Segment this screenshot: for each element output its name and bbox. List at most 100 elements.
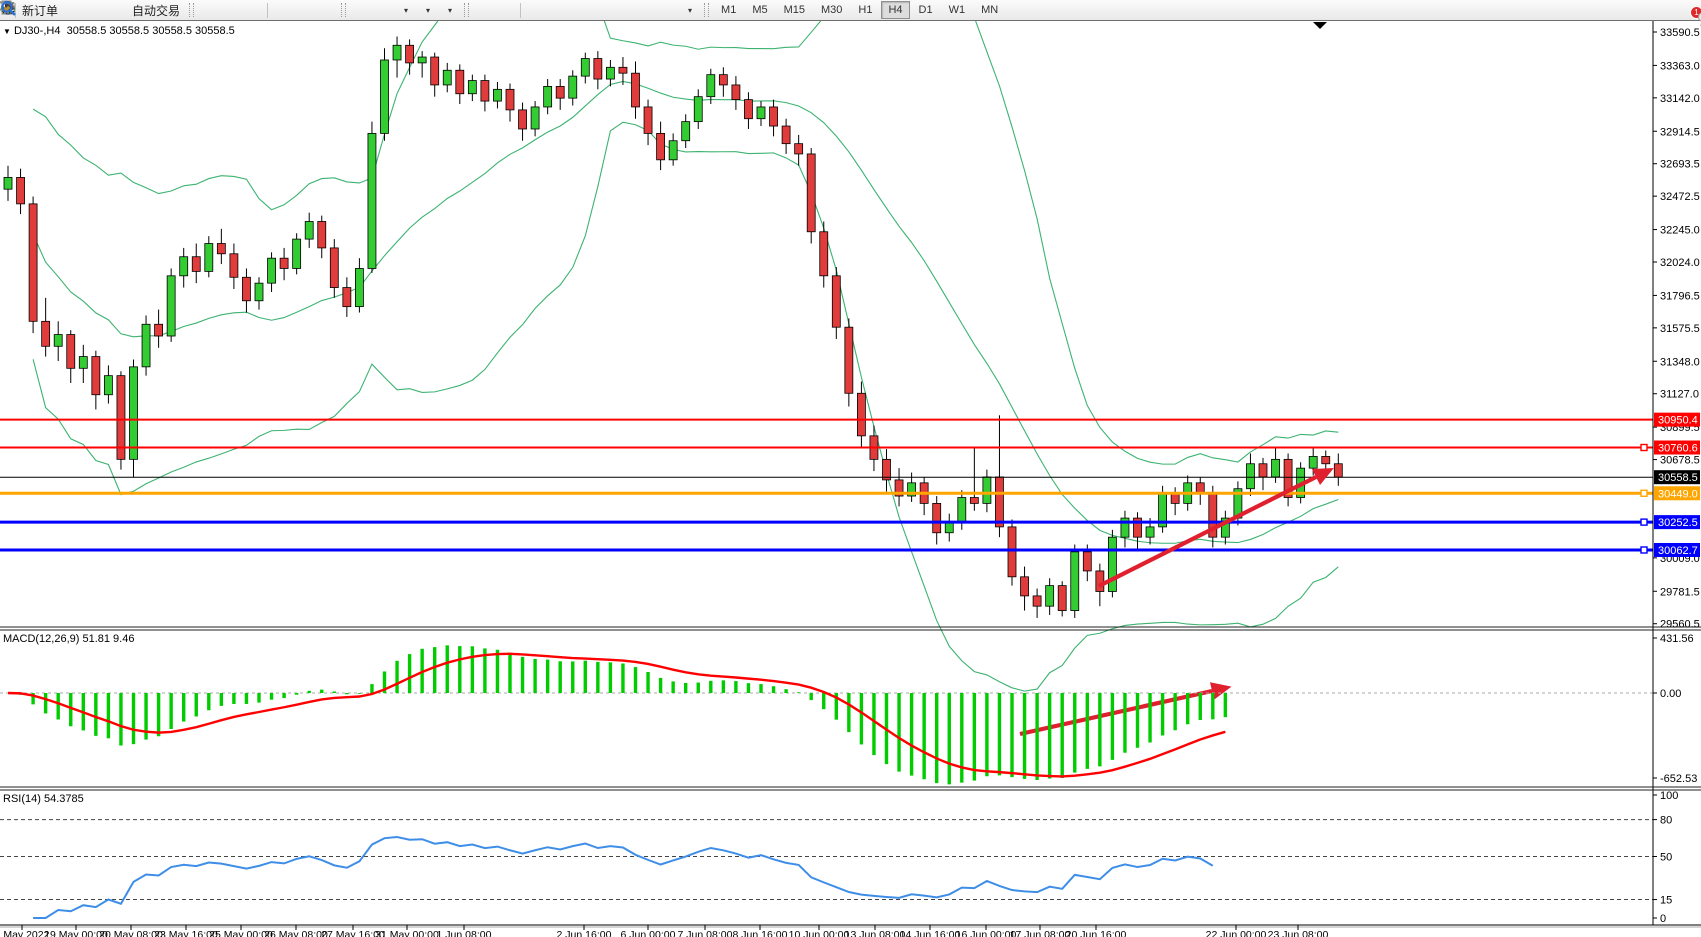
candle-body xyxy=(593,58,603,80)
main-toolbar: 新订单 自动交易 xyxy=(0,0,1701,26)
candle-body xyxy=(744,99,753,120)
candle-body xyxy=(555,86,565,99)
time-tick-label: 22 Jun 00:00 xyxy=(1206,929,1267,937)
text-label-button[interactable]: T xyxy=(1,1,677,19)
periods-button[interactable]: ▾ xyxy=(1,1,437,19)
equidistant-channel-button[interactable]: E xyxy=(1,1,611,19)
candle-body xyxy=(756,106,766,120)
trend-arrow-line[interactable] xyxy=(1019,688,1213,737)
candle-body xyxy=(781,125,791,145)
candle-body xyxy=(1082,551,1092,572)
candle-body xyxy=(480,80,490,102)
candle-body xyxy=(618,66,628,74)
timeframe-button-M1[interactable]: M1 xyxy=(721,4,737,16)
candle-body xyxy=(1045,585,1055,607)
macd-axis-label: 0.00 xyxy=(1660,688,1681,700)
search-button[interactable] xyxy=(1,1,1688,19)
candle-body xyxy=(1271,458,1280,478)
timeframe-button-M5[interactable]: M5 xyxy=(752,4,768,16)
zoom-out-button[interactable] xyxy=(1,0,314,19)
bar-chart-button[interactable] xyxy=(1,1,219,19)
timeframe-button-M15[interactable]: M15 xyxy=(783,4,805,16)
price-badge xyxy=(1654,486,1700,501)
candle-body xyxy=(643,106,653,134)
line-handle[interactable] xyxy=(1640,489,1648,497)
timeframe-button-W1[interactable]: W1 xyxy=(948,4,966,16)
candle-body xyxy=(1070,551,1080,611)
candle-body xyxy=(1095,570,1105,592)
cursor-button[interactable] xyxy=(5,1,494,19)
candle-body xyxy=(681,121,691,142)
price-tick-label: 33363.0 xyxy=(1660,60,1700,72)
add-indicator-button[interactable]: ▾ xyxy=(1,1,415,19)
candle-body xyxy=(706,74,716,98)
timeframe-button-H1[interactable]: H1 xyxy=(858,4,873,16)
candle-body xyxy=(1108,536,1117,592)
timeframe-button-H4[interactable]: H4 xyxy=(881,1,910,19)
new-order-button[interactable]: 新订单 xyxy=(1,0,62,19)
line-chart-button[interactable] xyxy=(1,1,263,19)
candle-body xyxy=(392,44,402,61)
panel-frames xyxy=(0,20,1701,928)
chart-title[interactable]: ▼ DJ30-,H4 30558.5 30558.5 30558.5 30558… xyxy=(3,25,235,37)
candle-body xyxy=(1007,526,1017,578)
line-handle[interactable] xyxy=(1640,518,1648,526)
toolbar-separator xyxy=(15,2,16,18)
chart-dropdown-icon[interactable]: ▼ xyxy=(3,27,11,36)
auto-trading-button[interactable]: 自动交易 xyxy=(2,1,184,19)
candles-layer xyxy=(3,36,1343,618)
time-tick-label: 17 Jun 08:00 xyxy=(1010,929,1071,937)
macd-axis-label: -652.53 xyxy=(1660,773,1697,785)
trend-arrow-line[interactable] xyxy=(1098,475,1317,588)
candle-body xyxy=(467,80,477,95)
crosshair-button[interactable] xyxy=(1,1,516,19)
time-tick-label: 26 May 08:00 xyxy=(264,929,328,937)
candle-body xyxy=(944,522,954,534)
candlestick-chart-button[interactable] xyxy=(1,1,241,19)
templates-button[interactable]: ▾ xyxy=(1,1,459,19)
candle-body xyxy=(530,106,540,130)
candle-body xyxy=(229,253,239,278)
arrows-button[interactable]: ▾ xyxy=(4,1,699,19)
horizontal-line-button[interactable] xyxy=(2,1,567,19)
sound-button[interactable] xyxy=(0,1,128,19)
vertical-line-button[interactable] xyxy=(7,1,545,19)
price-axis[interactable]: 33590.5 33363.0 33142.0 32914.5 32693.5 32472… xyxy=(1653,27,1700,631)
price-badge-label: 30449.0 xyxy=(1658,488,1698,500)
price-tick-label: 33142.0 xyxy=(1660,93,1700,105)
candle-body xyxy=(116,375,126,460)
price-tick-label: 32245.0 xyxy=(1660,225,1700,237)
timeframe-button-D1[interactable]: D1 xyxy=(918,4,933,16)
line-handle[interactable] xyxy=(1640,546,1648,554)
text-button[interactable]: A xyxy=(4,1,655,19)
tile-windows-button[interactable] xyxy=(2,1,336,19)
toolbar-grip xyxy=(341,3,347,17)
line-handle[interactable] xyxy=(1640,443,1648,452)
trend-arrow-head[interactable] xyxy=(1311,468,1334,486)
timeframe-bar: M1 M5 M15 M30 H1 H4 D1 W1 MN xyxy=(713,1,1006,19)
auto-scroll-button[interactable] xyxy=(2,1,393,19)
chat-bubble-icon xyxy=(1698,12,1701,26)
timeframe-button-MN[interactable]: MN xyxy=(981,4,999,16)
shift-marker[interactable] xyxy=(1313,22,1327,29)
price-lines[interactable] xyxy=(0,418,1653,554)
timeframe-button-M30[interactable]: M30 xyxy=(821,4,843,16)
search-icon xyxy=(1,1,16,16)
trend-arrow-head[interactable] xyxy=(1210,682,1232,700)
trendline-button[interactable] xyxy=(2,1,589,19)
eraser-button[interactable] xyxy=(1,1,84,19)
time-tick-label: 20 May 08:00 xyxy=(99,929,163,937)
candle-body xyxy=(216,243,226,255)
trend-arrows[interactable] xyxy=(1019,468,1334,737)
candle-body xyxy=(129,366,138,460)
profiles-button[interactable] xyxy=(1,1,106,19)
price-tick-label: 33590.5 xyxy=(1660,27,1700,39)
candle-body xyxy=(857,392,866,437)
price-tick-label: 31796.5 xyxy=(1660,290,1700,302)
candle-body xyxy=(1195,482,1205,494)
zoom-in-button[interactable] xyxy=(1,0,292,19)
fibonacci-button[interactable]: F xyxy=(2,1,633,19)
chart-shift-button[interactable] xyxy=(2,1,371,19)
